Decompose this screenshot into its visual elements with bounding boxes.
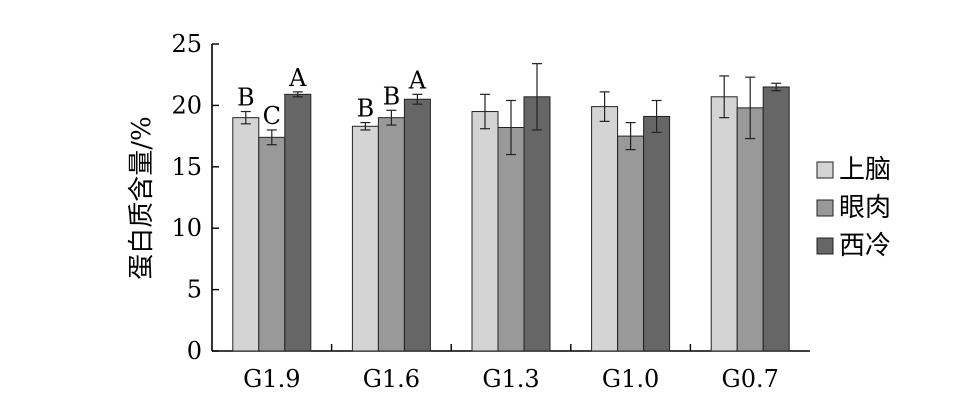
bar (403, 98, 431, 352)
legend-label: 西冷 (839, 231, 891, 261)
x-tick-label: G0.7 (722, 365, 779, 393)
y-tick-label: 0 (187, 337, 202, 365)
significance-letter: A (408, 66, 427, 94)
y-tick-label: 20 (171, 91, 202, 119)
y-tick-label: 25 (171, 30, 202, 58)
bar (497, 127, 525, 352)
significance-letter: B (383, 82, 401, 110)
significance-letter: C (263, 102, 281, 130)
bar (284, 93, 312, 352)
legend-label: 眼肉 (839, 193, 891, 223)
x-tick-label: G1.6 (363, 365, 420, 393)
y-axis-label: 蛋白质含量/% (127, 116, 157, 279)
bar (232, 117, 260, 352)
bar (617, 135, 645, 352)
bar (710, 96, 738, 352)
bar (351, 125, 379, 352)
y-tick-label: 15 (171, 153, 202, 181)
bar (736, 107, 764, 352)
bar (762, 86, 790, 352)
bar (471, 111, 499, 352)
x-tick-label: G1.9 (243, 365, 300, 393)
significance-letter: B (357, 95, 375, 123)
bar (643, 115, 671, 352)
significance-letter: A (288, 64, 307, 92)
x-tick-label: G1.0 (602, 365, 659, 393)
bar (523, 96, 551, 352)
legend-swatch (816, 199, 834, 217)
axes: 0 5 10 15 20 25 G1.9 G1.6 G1.3 G1.0 G0.7 (171, 30, 810, 393)
x-tick-label: G1.3 (482, 365, 539, 393)
significance-letter: B (237, 84, 255, 112)
y-tick-label: 10 (171, 214, 202, 242)
legend-swatch (816, 237, 834, 255)
legend-swatch (816, 161, 834, 179)
y-tick-label: 5 (187, 276, 202, 304)
bar (591, 106, 619, 352)
bar (258, 136, 286, 352)
legend-label: 上脑 (839, 155, 891, 185)
bar (377, 117, 405, 352)
